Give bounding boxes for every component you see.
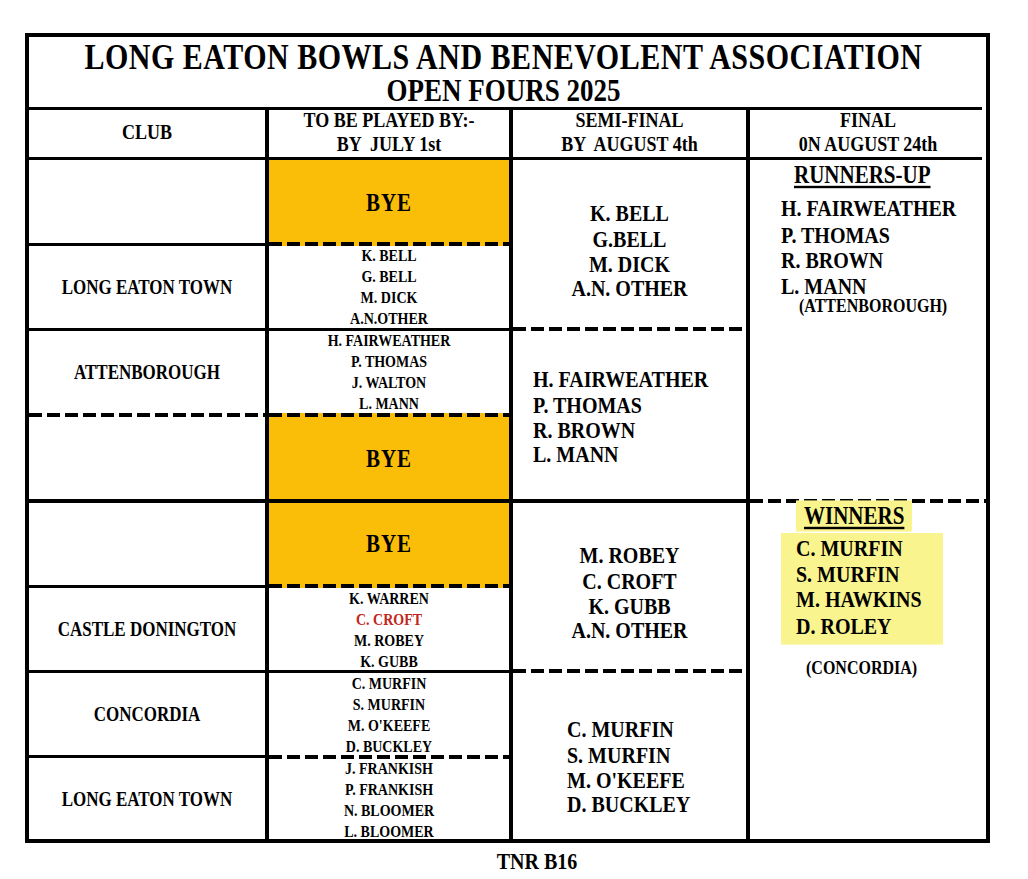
runners-up-club: (ATTENBOROUGH) (799, 295, 947, 317)
player-name: A.N. OTHER (513, 618, 746, 643)
club-castle-donington: CASTLE DONINGTON (29, 618, 265, 642)
semifinal1-top-team: K. BELL G.BELL M. DICK A.N. OTHER (513, 201, 746, 301)
row-line (29, 243, 265, 246)
header-divider (25, 157, 982, 160)
runners-up-heading: RUNNERS-UP (794, 163, 931, 189)
club-long-eaton-town-2: LONG EATON TOWN (29, 788, 265, 812)
header-semifinal: SEMI-FINALBY AUGUST 4th (513, 108, 746, 156)
player-name: A.N. OTHER (513, 276, 746, 301)
page-subtitle: OPEN FOURS 2025 (25, 72, 982, 109)
round1-players-attenborough: H. FAIRWEATHER P. THOMAS J. WALTON L. MA… (269, 330, 509, 414)
sheet-code: TNR B16 (33, 847, 1028, 875)
player-name: L. MANN (269, 393, 509, 414)
header-club: CLUB (29, 120, 265, 144)
player-name: M. DICK (269, 287, 509, 308)
player-name: L. BLOOMER (269, 821, 509, 842)
player-name: R. BROWN (533, 417, 708, 442)
winners-heading: WINNERS (796, 500, 912, 531)
club-attenborough: ATTENBOROUGH (29, 361, 265, 385)
row-line-dashed (513, 669, 746, 673)
player-name: S. MURFIN (567, 742, 690, 767)
header-final: FINAL0N AUGUST 24th (750, 108, 986, 156)
player-name: K. BELL (513, 201, 746, 226)
club-concordia: CONCORDIA (29, 703, 265, 727)
player-name: P. THOMAS (533, 392, 708, 417)
header-semifinal-line1: SEMI-FINAL (513, 108, 746, 132)
header-semifinal-line2: BY AUGUST 4th (513, 132, 746, 156)
player-name-highlighted-red: C. CROFT (269, 609, 509, 630)
row-line (29, 585, 265, 588)
player-name: K. BELL (269, 245, 509, 266)
player-name: G.BELL (513, 226, 746, 251)
semifinal1-bottom-team: H. FAIRWEATHER P. THOMAS R. BROWN L. MAN… (533, 367, 708, 467)
runners-up-team: H. FAIRWEATHER P. THOMAS R. BROWN L. MAN… (781, 196, 956, 300)
club-long-eaton-town-1: LONG EATON TOWN (29, 276, 265, 300)
player-name: R. BROWN (781, 248, 956, 274)
player-name: P. FRANKISH (269, 779, 509, 800)
player-name: H. FAIRWEATHER (269, 330, 509, 351)
player-name: M. O'KEEFE (567, 767, 690, 792)
header-round1: TO BE PLAYED BY:-BY JULY 1st (269, 108, 509, 156)
player-name: P. THOMAS (781, 222, 956, 248)
player-name: D. BUCKLEY (269, 736, 509, 757)
player-name: P. THOMAS (269, 351, 509, 372)
row-line-dashed (513, 327, 746, 331)
mid-divider (25, 499, 750, 503)
row-line (29, 328, 265, 331)
player-name: M. ROBEY (269, 630, 509, 651)
player-name: M. HAWKINS (796, 587, 943, 613)
bye-label-1: BYE (269, 188, 509, 218)
player-name: D. ROLEY (796, 614, 943, 640)
bye-label-3: BYE (269, 529, 509, 559)
player-name: K. GUBB (513, 593, 746, 618)
player-name: M. O'KEEFE (269, 715, 509, 736)
semifinal2-top-team: M. ROBEY C. CROFT K. GUBB A.N. OTHER (513, 543, 746, 643)
player-name: J. FRANKISH (269, 758, 509, 779)
row-line (29, 755, 265, 758)
header-round1-line1: TO BE PLAYED BY:- (269, 108, 509, 132)
player-name: N. BLOOMER (269, 800, 509, 821)
player-name: K. GUBB (269, 651, 509, 672)
header-final-line2: 0N AUGUST 24th (750, 132, 986, 156)
player-name: M. ROBEY (513, 543, 746, 568)
round1-players-castle: K. WARREN C. CROFT M. ROBEY K. GUBB (269, 588, 509, 672)
player-name: M. DICK (513, 251, 746, 276)
col-divider-3 (746, 107, 750, 839)
row-line-dashed (29, 413, 265, 417)
winners-team: C. MURFIN S. MURFIN M. HAWKINS D. ROLEY (781, 533, 943, 644)
tournament-sheet: LONG EATON BOWLS AND BENEVOLENT ASSOCIAT… (0, 0, 1028, 879)
player-name: C. MURFIN (567, 717, 690, 742)
player-name: H. FAIRWEATHER (533, 367, 708, 392)
header-final-line1: FINAL (750, 108, 986, 132)
player-name: C. MURFIN (796, 535, 943, 561)
header-round1-line2: BY JULY 1st (269, 132, 509, 156)
player-name: S. MURFIN (796, 561, 943, 587)
player-name: S. MURFIN (269, 694, 509, 715)
player-name: C. CROFT (513, 568, 746, 593)
player-name: L. MANN (533, 442, 708, 467)
round1-players-let2: J. FRANKISH P. FRANKISH N. BLOOMER L. BL… (269, 758, 509, 842)
round1-players-concordia: C. MURFIN S. MURFIN M. O'KEEFE D. BUCKLE… (269, 673, 509, 757)
winners-heading-wrap: WINNERS (796, 504, 912, 530)
row-line (29, 670, 265, 673)
player-name: C. MURFIN (269, 673, 509, 694)
winners-club: (CONCORDIA) (806, 657, 917, 679)
player-name: H. FAIRWEATHER (781, 196, 956, 222)
bye-label-2: BYE (269, 444, 509, 474)
player-name: A.N.OTHER (269, 308, 509, 329)
player-name: G. BELL (269, 266, 509, 287)
player-name: J. WALTON (269, 372, 509, 393)
round1-players-let1: K. BELL G. BELL M. DICK A.N.OTHER (269, 245, 509, 329)
semifinal2-bottom-team: C. MURFIN S. MURFIN M. O'KEEFE D. BUCKLE… (567, 717, 690, 817)
player-name: K. WARREN (269, 588, 509, 609)
player-name: D. BUCKLEY (567, 792, 690, 817)
